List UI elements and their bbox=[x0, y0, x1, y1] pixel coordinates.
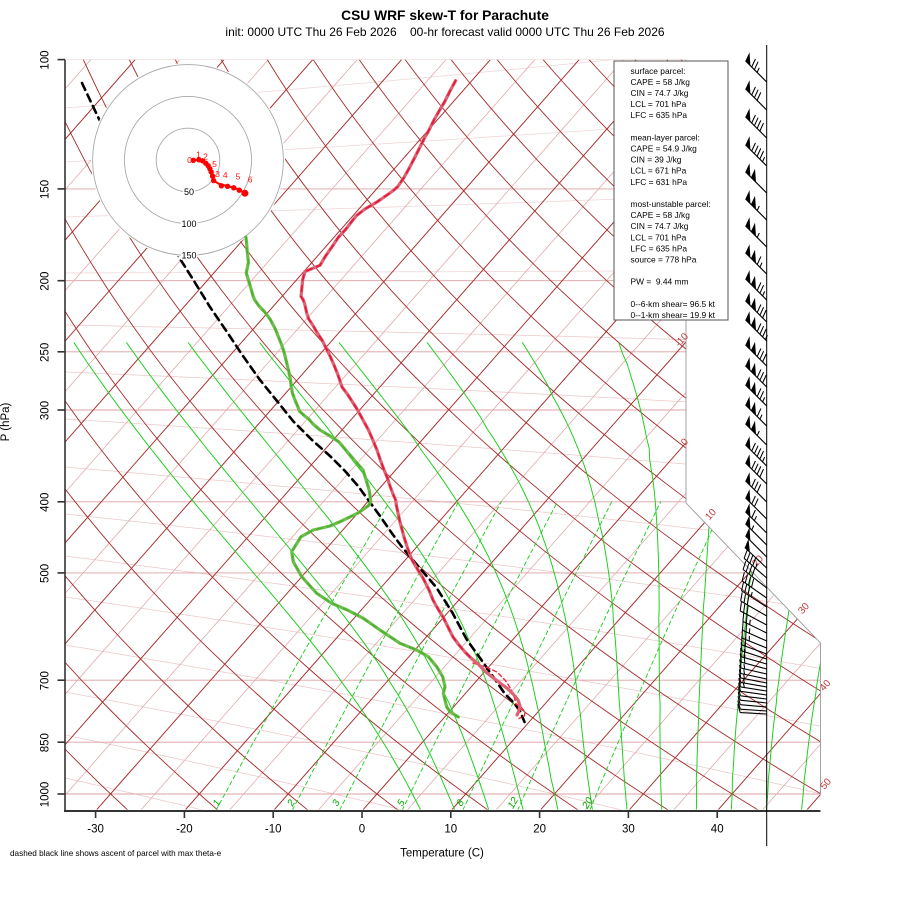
svg-text:CIN = 74.7 J/kg: CIN = 74.7 J/kg bbox=[631, 88, 689, 98]
svg-text:CAPE = 54.9 J/kg: CAPE = 54.9 J/kg bbox=[631, 144, 698, 154]
svg-text:10: 10 bbox=[444, 824, 457, 836]
svg-text:CAPE = 58 J/kg: CAPE = 58 J/kg bbox=[631, 77, 691, 87]
svg-text:2: 2 bbox=[203, 151, 208, 161]
svg-text:4: 4 bbox=[223, 170, 228, 180]
svg-text:500: 500 bbox=[40, 564, 52, 583]
svg-text:dashed black line shows ascent: dashed black line shows ascent of parcel… bbox=[10, 849, 222, 858]
svg-text:LFC = 631 hPa: LFC = 631 hPa bbox=[631, 177, 688, 187]
svg-text:100: 100 bbox=[181, 219, 196, 229]
svg-text:LCL = 701 hPa: LCL = 701 hPa bbox=[631, 232, 687, 242]
svg-text:1000: 1000 bbox=[40, 782, 52, 808]
svg-text:CIN = 39 J/kg: CIN = 39 J/kg bbox=[631, 155, 682, 165]
svg-text:most-unstable parcel:: most-unstable parcel: bbox=[631, 199, 711, 209]
svg-text:30: 30 bbox=[622, 824, 635, 836]
svg-text:6: 6 bbox=[248, 174, 253, 184]
svg-text:source = 778 hPa: source = 778 hPa bbox=[631, 255, 697, 265]
svg-text:LCL = 671 hPa: LCL = 671 hPa bbox=[631, 166, 687, 176]
svg-text:0--1-km shear= 19.9 kt: 0--1-km shear= 19.9 kt bbox=[631, 310, 716, 320]
svg-text:0--6-km shear= 96.5 kt: 0--6-km shear= 96.5 kt bbox=[631, 299, 716, 309]
svg-text:5: 5 bbox=[236, 172, 241, 182]
svg-text:CIN = 74.7 J/kg: CIN = 74.7 J/kg bbox=[631, 221, 689, 231]
svg-text:-20: -20 bbox=[176, 824, 193, 836]
svg-text:CAPE = 58 J/kg: CAPE = 58 J/kg bbox=[631, 210, 691, 220]
svg-text:50: 50 bbox=[184, 187, 194, 197]
svg-text:150: 150 bbox=[40, 180, 52, 199]
svg-text:1: 1 bbox=[196, 149, 201, 159]
svg-text:200: 200 bbox=[40, 272, 52, 291]
svg-text:100: 100 bbox=[40, 51, 52, 70]
svg-text:300: 300 bbox=[40, 401, 52, 420]
svg-text:0: 0 bbox=[359, 824, 365, 836]
svg-text:5: 5 bbox=[212, 159, 217, 169]
svg-text:400: 400 bbox=[40, 493, 52, 512]
svg-text:250: 250 bbox=[40, 343, 52, 362]
svg-text:Temperature (C): Temperature (C) bbox=[400, 848, 484, 860]
svg-text:PW = 9.44 mm: PW = 9.44 mm bbox=[631, 277, 689, 287]
svg-text:-30: -30 bbox=[87, 824, 104, 836]
svg-text:0: 0 bbox=[187, 155, 192, 165]
svg-text:850: 850 bbox=[40, 733, 52, 752]
svg-text:700: 700 bbox=[40, 671, 52, 690]
svg-text:LFC = 635 hPa: LFC = 635 hPa bbox=[631, 110, 688, 120]
svg-text:3: 3 bbox=[215, 169, 220, 179]
svg-text:surface parcel:: surface parcel: bbox=[631, 66, 686, 76]
svg-text:init: 0000 UTC Thu 26 Feb 2026: init: 0000 UTC Thu 26 Feb 2026 00-hr for… bbox=[225, 25, 664, 39]
svg-text:LCL = 701 hPa: LCL = 701 hPa bbox=[631, 99, 687, 109]
svg-text:150: 150 bbox=[181, 251, 196, 261]
svg-text:CSU WRF skew-T for Parachute: CSU WRF skew-T for Parachute bbox=[341, 8, 549, 23]
svg-text:mean-layer parcel:: mean-layer parcel: bbox=[631, 132, 700, 142]
svg-text:P (hPa): P (hPa) bbox=[0, 402, 12, 441]
svg-text:LFC = 635 hPa: LFC = 635 hPa bbox=[631, 243, 688, 253]
svg-text:-10: -10 bbox=[265, 824, 282, 836]
svg-text:40: 40 bbox=[711, 824, 724, 836]
svg-text:20: 20 bbox=[533, 824, 546, 836]
